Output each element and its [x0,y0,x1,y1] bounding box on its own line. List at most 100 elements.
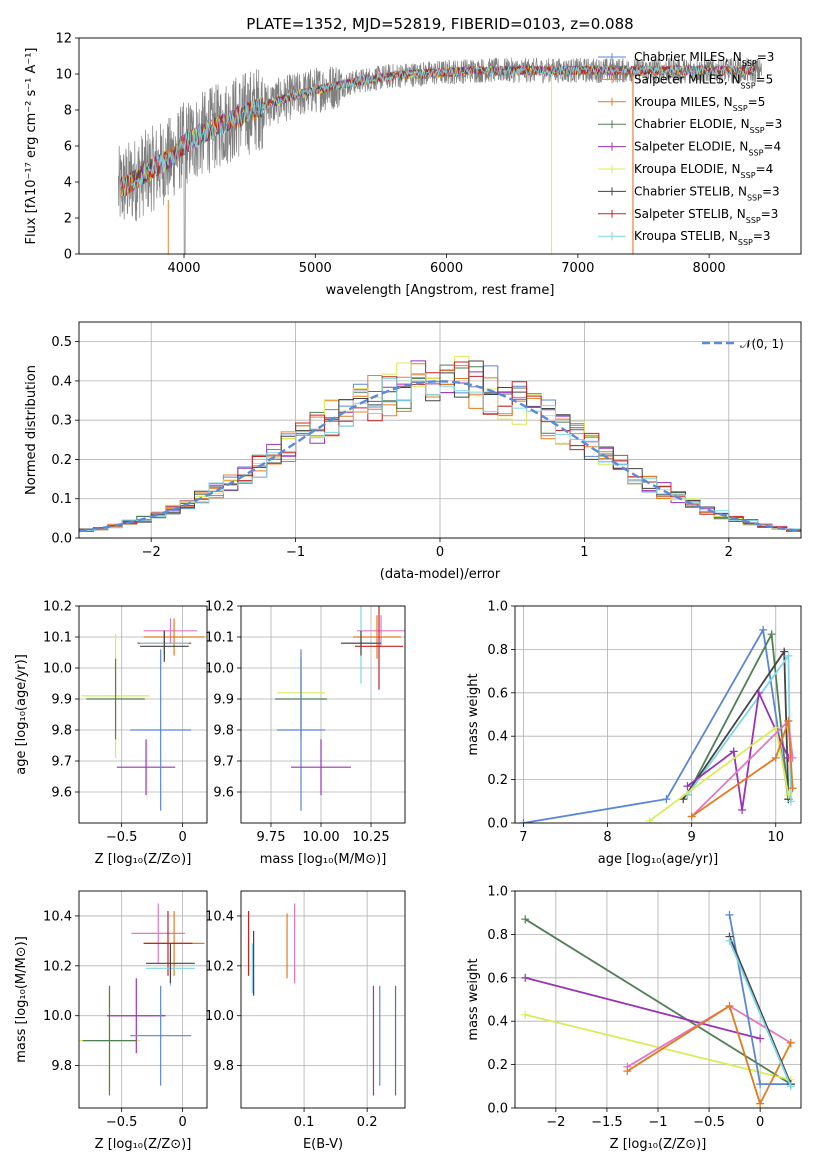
weight-age-ytick-label: 0.0 [487,817,508,832]
weight-age-series-marker [645,816,654,823]
weight-Z-series-line [728,936,792,1085]
legend-entry: Salpeter ELODIE, NSSP=4 [634,140,781,158]
weight-Z-ytick-label: 0.2 [487,1058,508,1073]
residuals-ytick-label: 0.4 [51,374,72,389]
mass-EBV-frame [240,890,406,1109]
weight-age-series-line [686,689,790,811]
age-mass-plot [275,606,405,811]
weight-Z-xlabel: Z [log₁₀(Z/Z⊙)] [610,1137,707,1152]
age-mass-ytick-label: 9.7 [213,755,234,770]
residuals-ytick-label: 0.1 [51,492,72,507]
figure-title: PLATE=1352, MJD=52819, FIBERID=0103, z=0… [246,15,633,33]
plot-layer: 4000 5000 6000 7000 8000024681012wavelength … [14,32,802,1152]
spectrum-ytick-label: 4 [64,176,72,191]
weight-Z-series-line [626,1004,792,1107]
legend-entry: Chabrier MILES, NSSP=3 [634,50,774,68]
weight-Z-xtick-label: −0.5 [693,1115,725,1130]
spectrum-ytick-label: 12 [55,32,72,47]
residuals-frame [78,321,802,539]
weight-Z-series-line [524,918,792,1085]
age-Z-xtick-label: 0 [178,830,186,845]
weight-age-series-marker [754,688,763,697]
spectrum-xtick-label: 7000 [561,261,594,276]
weight-Z-xtick-label: −1.5 [591,1115,623,1130]
residuals-xtick-label: 1 [580,545,588,560]
age-mass-xtick-label: 10.25 [352,830,389,845]
weight-Z-series-marker [521,973,530,982]
legend-entry: Chabrier STELIB, NSSP=3 [634,184,780,202]
mass-EBV-ytick-label: 9.8 [213,1059,234,1074]
mass-Z-xtick-label: −0.5 [106,1115,138,1130]
mass-Z-ytick-label: 10.4 [43,909,72,924]
age-mass-axes: 9.75 10.00 10.25 9.6 9.7 9.8 9.9 10.0 10.1 10.2 ma… [205,600,405,867]
residuals-reference-curve [79,380,801,533]
spectrum-xtick-label: 5000 [299,261,332,276]
weight-Z-series-marker [756,1034,765,1043]
age-Z-ytick-label: 10.0 [43,662,72,677]
weight-age-series-marker [738,805,747,814]
weight-age-xtick-label: 7 [519,830,527,845]
spectrum-ytick-label: 8 [64,104,72,119]
weight-age-series-line [691,720,794,818]
weight-Z-series-marker [725,936,734,945]
weight-age-ytick-label: 1.0 [487,600,508,615]
residuals-ytick-label: 0.0 [51,532,72,547]
weight-Z-series-marker [786,1038,795,1047]
weight-age-ytick-label: 0.4 [487,730,508,745]
weight-age-plot [519,625,797,823]
weight-Z-ylabel: mass weight [466,958,481,1040]
spectrum-ytick-label: 6 [64,140,72,155]
spectrum-xtick-label: 6000 [430,261,463,276]
residuals-step-line [79,373,801,531]
weight-Z-ytick-label: 0.0 [487,1102,508,1117]
spectrum-xtick-label: 8000 [693,261,726,276]
mass-EBV-ytick-label: 10.4 [205,909,234,924]
weight-age-xtick-label: 9 [688,830,696,845]
age-mass-ytick-label: 10.2 [205,600,234,615]
weight-age-ytick-label: 0.8 [487,643,508,658]
residuals-xtick-label: −2 [142,545,161,560]
spectrum-legend: Chabrier MILES, NSSP=3 Salpeter MILES, NS… [598,50,782,247]
age-Z-frame [78,605,208,824]
weight-Z-ytick-label: 0.8 [487,928,508,943]
weight-Z-plot [521,910,795,1108]
weight-Z-series-line [524,976,761,1040]
age-mass-frame [240,605,406,824]
mass-EBV-xtick-label: 0.1 [294,1115,315,1130]
weight-age-series-marker [662,795,671,804]
age-Z-plot [81,618,205,811]
age-mass-ytick-label: 9.6 [213,786,234,801]
weight-age-series-marker [786,797,795,806]
age-mass-ytick-label: 9.9 [213,693,234,708]
residuals-xtick-label: −1 [286,545,305,560]
age-mass-xlabel: mass [log₁₀(M/M⊙)] [260,852,387,867]
weight-Z-series-marker [623,1067,632,1076]
legend-entry: Kroupa MILES, NSSP=5 [634,95,765,113]
residuals-legend-label: 𝒩(0, 1) [740,337,784,351]
weight-Z-series-marker [756,1080,765,1089]
weight-age-frame [514,605,802,824]
spectrum-plot [118,57,762,254]
weight-age-series-marker [683,782,692,791]
weight-age-axes: 7 8 9 10 0.0 0.2 0.4 0.6 0.8 1.0 age [log₁₀(age/yr… [466,600,801,867]
weight-Z-series-line [524,1013,792,1081]
weight-Z-ytick-label: 1.0 [487,885,508,900]
weight-age-series-marker [788,784,797,793]
legend-entry: Salpeter STELIB, NSSP=3 [634,207,778,225]
age-mass-ytick-label: 10.0 [205,662,234,677]
spectrum-xlabel: wavelength [Angstrom, rest frame] [326,283,555,298]
weight-Z-series-marker [725,1002,734,1011]
mass-EBV-axes: 0.1 0.2 9.8 10.0 10.2 10.4 E(B-V) [205,891,405,1152]
age-Z-ylabel: age [log₁₀(age/yr)] [14,654,29,775]
mass-Z-axes: −0.5 0 9.8 10.0 10.2 10.4 Z [log₁₀(Z/Z⊙)] mass … [14,891,207,1152]
age-Z-xlabel: Z [log₁₀(Z/Z⊙)] [95,852,192,867]
weight-age-series-marker [784,651,793,660]
age-Z-axes: −0.5 0 9.6 9.7 9.8 9.9 10.0 10.1 10.2 Z [log₁₀(Z/… [14,600,207,867]
weight-age-series-marker [771,753,780,762]
weight-Z-ytick-label: 0.6 [487,971,508,986]
age-Z-ytick-label: 9.6 [51,786,72,801]
weight-age-ytick-label: 0.2 [487,773,508,788]
mass-EBV-xtick-label: 0.2 [357,1115,378,1130]
mass-EBV-ytick-label: 10.0 [205,1009,234,1024]
weight-age-series-marker [784,790,793,799]
